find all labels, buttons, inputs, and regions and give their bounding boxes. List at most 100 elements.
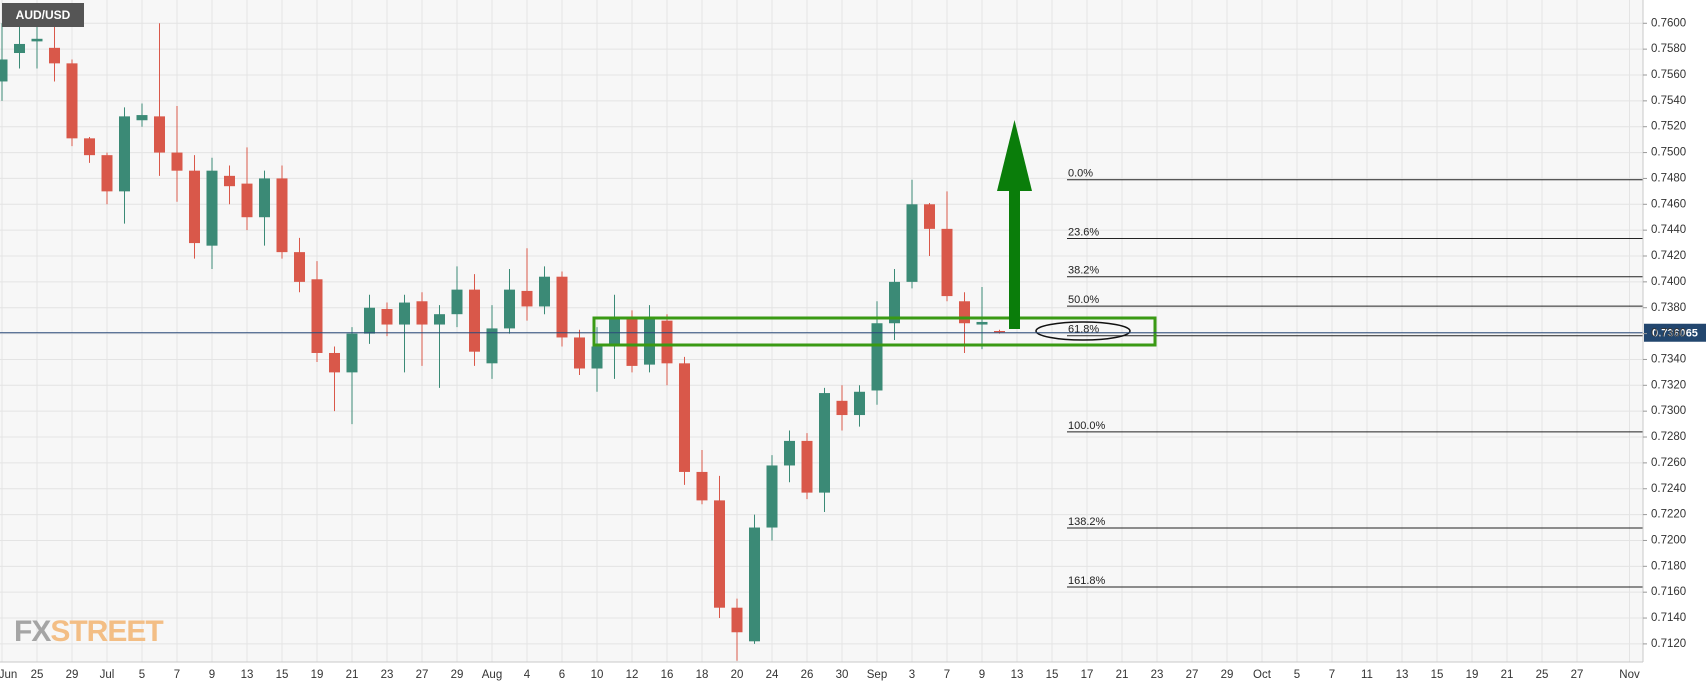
candle-body bbox=[959, 301, 970, 324]
highlight-ellipse bbox=[1035, 321, 1131, 341]
x-tick-label: 9 bbox=[979, 669, 985, 681]
candle-body bbox=[486, 328, 498, 364]
x-tick-label: 29 bbox=[66, 669, 79, 681]
x-tick-label: 27 bbox=[416, 669, 429, 681]
y-tick-label: 0.7380 bbox=[1651, 302, 1686, 314]
candle-body bbox=[49, 47, 60, 64]
x-tick-label: 21 bbox=[1116, 669, 1129, 681]
candle-body bbox=[994, 331, 1005, 333]
x-tick-label: 19 bbox=[311, 669, 324, 681]
candle-body bbox=[941, 228, 953, 297]
candle-body bbox=[119, 116, 130, 192]
x-tick-label: 7 bbox=[944, 669, 950, 681]
y-tick-label: 0.7360 bbox=[1651, 328, 1686, 340]
x-tick-label: 21 bbox=[346, 669, 359, 681]
y-tick-label: 0.7500 bbox=[1651, 147, 1686, 159]
y-tick-label: 0.7140 bbox=[1651, 612, 1686, 624]
candle-body bbox=[101, 155, 113, 192]
current-price-label: 0.736065 bbox=[1652, 328, 1698, 340]
y-tick-label: 0.7420 bbox=[1651, 250, 1686, 262]
watermark: FXSTREET bbox=[14, 615, 163, 648]
title-box bbox=[2, 3, 84, 27]
x-tick-label: 6 bbox=[559, 669, 565, 681]
x-tick-label: 19 bbox=[1466, 669, 1479, 681]
candle-body bbox=[591, 346, 603, 369]
x-tick-label: Jul bbox=[100, 669, 115, 681]
arrow-shaft bbox=[1009, 190, 1020, 329]
fib-label: 38.2% bbox=[1068, 265, 1099, 277]
x-tick-label: 27 bbox=[1571, 669, 1584, 681]
candle-body bbox=[206, 170, 218, 246]
candle-body bbox=[346, 333, 358, 373]
y-tick-label: 0.7160 bbox=[1651, 586, 1686, 598]
candle-body bbox=[504, 289, 515, 329]
candle-body bbox=[14, 43, 25, 54]
watermark-fx: FX bbox=[14, 615, 51, 648]
candle-body bbox=[451, 289, 463, 315]
x-tick-label: 5 bbox=[1294, 669, 1300, 681]
x-tick-label: 27 bbox=[1186, 669, 1199, 681]
x-tick-label: 13 bbox=[1011, 669, 1024, 681]
candle-body bbox=[189, 170, 200, 244]
x-tick-label: 7 bbox=[174, 669, 180, 681]
y-tick-label: 0.7280 bbox=[1651, 431, 1686, 443]
candle-body bbox=[469, 289, 480, 352]
x-tick-label: Nov bbox=[1619, 669, 1640, 681]
current-price: 0.736065 bbox=[0, 323, 1706, 342]
x-tick-label: 20 bbox=[731, 669, 744, 681]
y-tick-label: 0.7460 bbox=[1651, 198, 1686, 210]
y-tick-label: 0.7180 bbox=[1651, 560, 1686, 572]
x-tick-label: 18 bbox=[696, 669, 709, 681]
x-tick-label: Oct bbox=[1253, 669, 1272, 681]
candle-body bbox=[31, 38, 43, 42]
x-tick-label: 25 bbox=[31, 669, 44, 681]
x-tick-label: Sep bbox=[867, 669, 887, 681]
candle-body bbox=[66, 63, 78, 139]
candle-body bbox=[644, 319, 655, 365]
x-tick-label: 15 bbox=[1431, 669, 1444, 681]
fib-label: 138.2% bbox=[1068, 516, 1106, 528]
candle-body bbox=[871, 323, 883, 391]
fib-label: 0.0% bbox=[1068, 168, 1093, 180]
y-tick-label: 0.7240 bbox=[1651, 483, 1686, 495]
y-tick-label: 0.7400 bbox=[1651, 276, 1686, 288]
candle-body bbox=[434, 314, 445, 325]
y-tick-label: 0.7260 bbox=[1651, 457, 1686, 469]
fibonacci-levels: 0.0% 23.6% 38.2% 50.0% 61.8% 100.0% 138.2% 161.… bbox=[1067, 168, 1643, 588]
candle-body bbox=[171, 152, 183, 171]
current-price-box bbox=[1644, 323, 1706, 342]
candle-body bbox=[749, 527, 760, 642]
arrow-head bbox=[997, 120, 1032, 191]
candle-body bbox=[276, 178, 288, 253]
candle-body bbox=[626, 319, 638, 366]
candle-body bbox=[259, 178, 270, 218]
y-tick-label: 0.7580 bbox=[1651, 43, 1686, 55]
x-tick-label: 24 bbox=[766, 669, 779, 681]
candle-body bbox=[906, 204, 918, 282]
candle-body bbox=[311, 279, 323, 353]
grid bbox=[0, 0, 1643, 662]
candle-body bbox=[154, 116, 165, 153]
y-tick-label: 0.7540 bbox=[1651, 95, 1686, 107]
x-tick-label: 11 bbox=[1361, 669, 1373, 681]
candle-body bbox=[294, 252, 305, 282]
y-tick-label: 0.7440 bbox=[1651, 224, 1686, 236]
fib-label: 23.6% bbox=[1068, 226, 1099, 238]
candle-body bbox=[574, 337, 585, 369]
axes: 0.7120 0.7140 0.7160 0.7180 0.7200 0.7220 0.72… bbox=[0, 17, 1686, 681]
y-tick-label: 0.7300 bbox=[1651, 405, 1686, 417]
plot-background bbox=[0, 0, 1643, 662]
x-tick-label: 21 bbox=[1501, 669, 1514, 681]
candle-body bbox=[801, 440, 813, 493]
y-tick-label: 0.7120 bbox=[1651, 638, 1686, 650]
candle-body bbox=[679, 363, 690, 472]
fib-label: 50.0% bbox=[1068, 294, 1099, 306]
candles bbox=[0, 16, 1005, 661]
candle-body bbox=[784, 440, 795, 466]
x-tick-label: 10 bbox=[591, 669, 604, 681]
support-zone-box bbox=[592, 316, 1157, 347]
y-tick-label: 0.7320 bbox=[1651, 379, 1686, 391]
candle-body bbox=[329, 352, 340, 373]
candle-body bbox=[836, 400, 848, 416]
